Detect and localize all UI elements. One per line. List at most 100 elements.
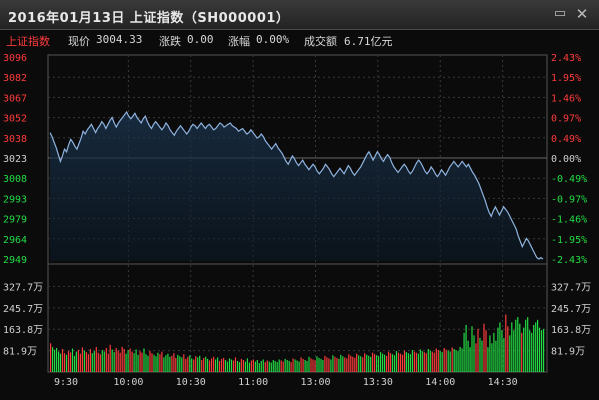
volume-bar	[543, 328, 545, 372]
volume-bar	[409, 354, 411, 372]
volume-bar	[451, 347, 453, 372]
volume-bar	[77, 349, 79, 372]
volume-bar	[121, 346, 123, 372]
volume-bar	[59, 353, 62, 372]
volume-bar	[115, 348, 117, 372]
volume-bar	[473, 335, 475, 372]
volume-bar	[69, 352, 72, 372]
volume-bar	[350, 355, 352, 372]
volume-bar	[232, 360, 235, 372]
volume-bar	[342, 356, 344, 372]
volume-bar	[370, 356, 372, 372]
volume-bar	[485, 330, 487, 372]
volume-bar	[493, 332, 495, 372]
volume-bar	[463, 332, 465, 372]
volume-bar	[65, 354, 68, 372]
volume-bar	[230, 359, 233, 372]
volume-bar	[211, 358, 213, 372]
volume-bar	[135, 349, 137, 372]
volume-bar	[63, 353, 66, 372]
volume-bar	[203, 357, 205, 372]
close-icon[interactable]: ✕	[575, 5, 589, 23]
price-tick-label: 3082	[3, 73, 27, 84]
volume-bar	[384, 354, 386, 372]
volume-bar	[280, 360, 282, 372]
volume-bar	[477, 328, 479, 372]
volume-bar	[336, 357, 338, 372]
volume-bar	[431, 351, 433, 372]
price-tick-label: 3038	[3, 134, 27, 145]
minimize-icon[interactable]: ▭	[553, 6, 567, 21]
volume-bar	[149, 351, 151, 372]
pct-tick-label: 0.00%	[551, 154, 581, 165]
volume-bar	[531, 332, 533, 372]
volume-bar	[403, 350, 406, 372]
volume-bar	[238, 362, 241, 372]
volume-bar	[163, 357, 165, 372]
volume-bar	[133, 353, 135, 372]
volume-bar	[67, 351, 70, 372]
price-tick-label: 3023	[3, 154, 27, 165]
volume-bar	[155, 356, 157, 372]
volume-bar	[461, 348, 463, 372]
price-value: 3004.33	[96, 33, 143, 46]
volume-bar	[533, 325, 535, 372]
volume-tick-label-right: 327.7万	[551, 282, 591, 293]
pct-tick-label: -0.49%	[551, 174, 587, 185]
volume-bar	[54, 349, 56, 372]
volume-bar	[89, 349, 91, 372]
volume-bar	[228, 358, 231, 372]
volume-value: 6.71亿元	[344, 35, 393, 48]
volume-bar	[165, 355, 167, 372]
volume-bar	[123, 349, 125, 372]
volume-bar	[246, 358, 248, 372]
volume-bar	[382, 353, 384, 372]
volume-tick-label-right: 81.9万	[551, 347, 585, 358]
volume-bar	[368, 355, 370, 372]
quote-info-bar: 上证指数 现价 3004.33 涨跌 0.00 涨幅 0.00% 成交额 6.7…	[0, 30, 599, 50]
volume-bar	[223, 357, 225, 372]
volume-bar	[415, 352, 417, 372]
volume-bar	[509, 335, 511, 372]
volume-bar	[326, 357, 328, 372]
volume-bar	[324, 355, 326, 372]
volume-bar	[433, 352, 435, 372]
price-tick-label: 2964	[3, 235, 27, 246]
volume-tick-label: 327.7万	[3, 282, 43, 293]
volume-bar	[141, 352, 143, 372]
window-title: 2016年01月13日 上证指数（SH000001）	[8, 11, 290, 26]
volume-bar	[507, 326, 509, 372]
time-tick-label: 10:30	[176, 377, 206, 388]
volume-bar	[499, 322, 501, 372]
volume-bar	[240, 358, 242, 372]
volume-bar	[252, 359, 254, 372]
volume-bar	[405, 352, 407, 372]
volume-bar	[56, 348, 58, 372]
volume-tick-label-right: 245.7万	[551, 304, 591, 315]
volume-bar	[302, 358, 304, 372]
volume-bar	[511, 322, 513, 372]
volume-bar	[397, 352, 400, 372]
volume-bar	[153, 354, 155, 372]
price-line	[49, 110, 544, 260]
volume-bar	[495, 340, 497, 372]
volume-bar	[103, 351, 105, 372]
volume-bar	[93, 351, 95, 372]
volume-bar	[274, 361, 276, 372]
volume-bar	[314, 360, 316, 372]
volume-bar	[195, 356, 197, 372]
volume-bar	[304, 360, 306, 372]
volume-bar	[205, 356, 207, 372]
volume-bar	[417, 353, 419, 372]
volume-bar	[541, 330, 543, 372]
price-tick-label: 2979	[3, 215, 27, 226]
volume-bar	[131, 351, 133, 372]
volume-bar	[401, 354, 404, 372]
volume-bar	[362, 357, 364, 372]
volume-bar	[250, 360, 252, 372]
volume-bar	[348, 354, 350, 372]
volume-bar	[258, 363, 260, 372]
volume-bar	[328, 358, 330, 372]
volume-tick-label-right: 163.8万	[551, 325, 591, 336]
